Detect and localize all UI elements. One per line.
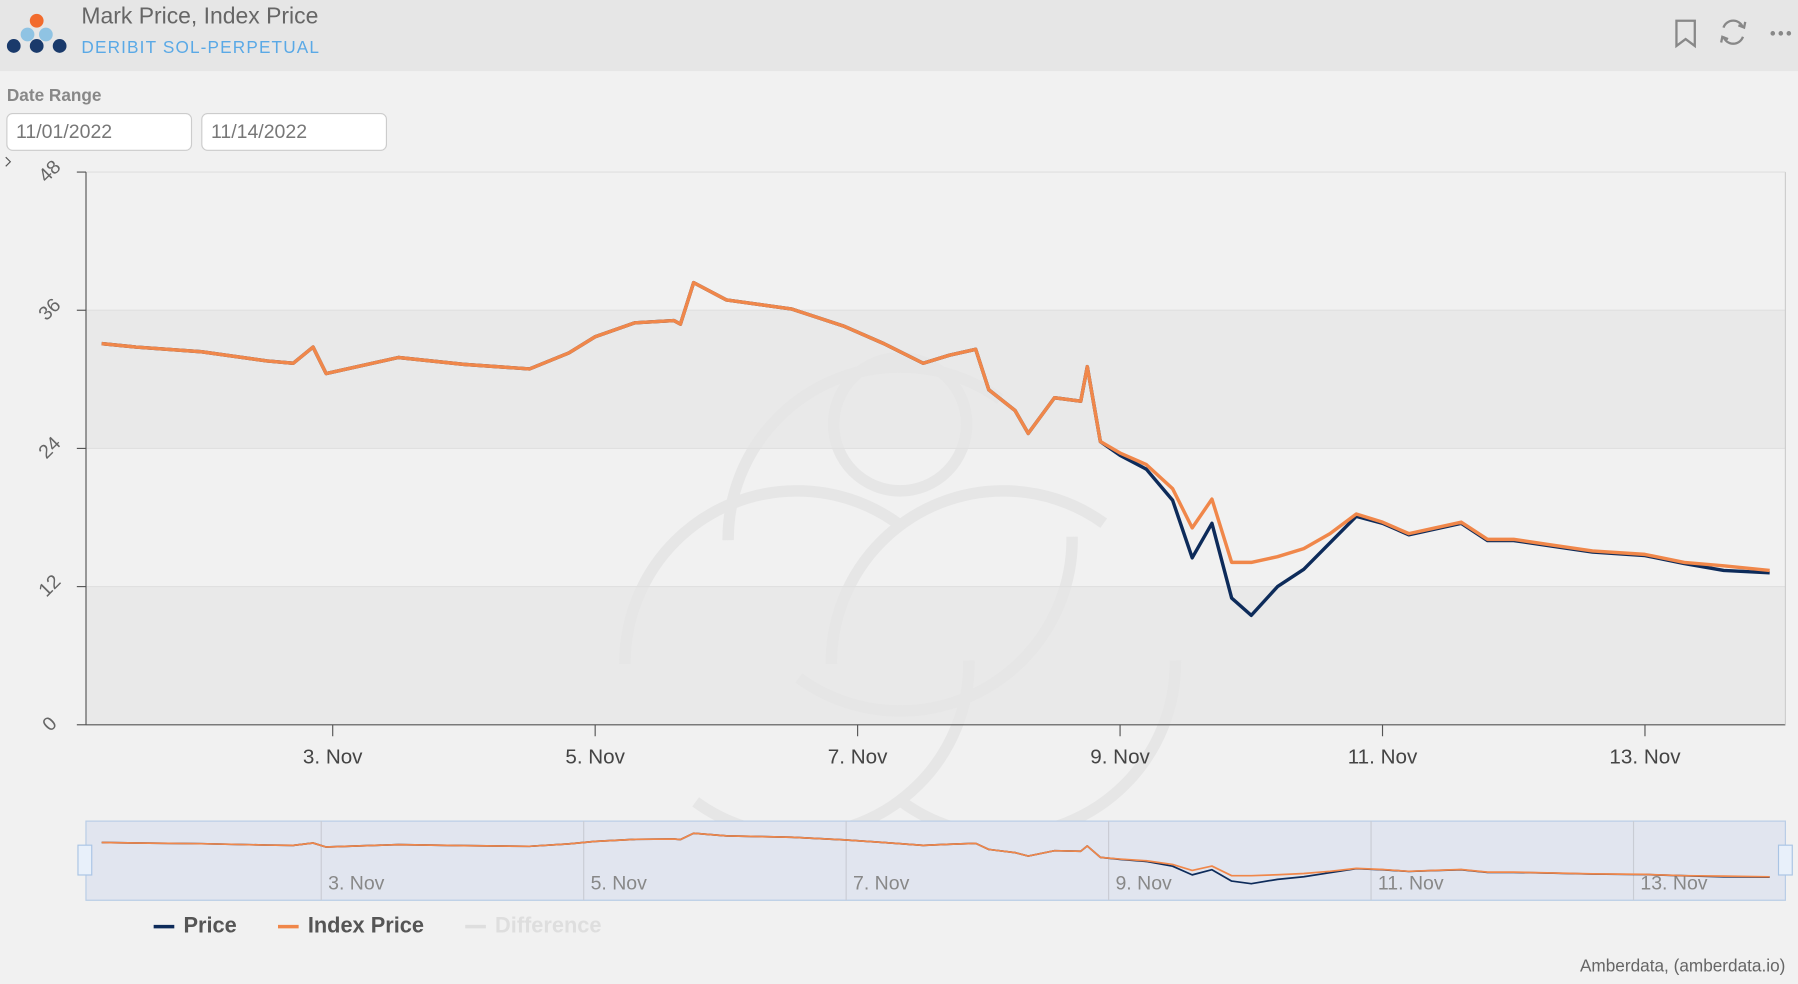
title: Mark Price, Index Price — [81, 2, 318, 28]
subtitle: DERIBIT SOL-PERPETUAL — [81, 37, 320, 57]
y-tick-label: 0 — [38, 712, 61, 735]
navigator-mask — [85, 820, 1786, 901]
navigator-tick-label: 9. Nov — [1115, 872, 1172, 894]
x-tick-label: 3. Nov — [303, 745, 363, 768]
date-range-label: Date Range — [7, 85, 102, 105]
x-tick-label: 5. Nov — [565, 745, 625, 768]
credit: Amberdata, (amberdata.io) — [1580, 955, 1785, 975]
y-tick-label: 24 — [34, 432, 65, 463]
legend-item[interactable]: Difference — [465, 912, 602, 937]
x-tick-label: 7. Nov — [828, 745, 888, 768]
navigator-tick-label: 13. Nov — [1640, 872, 1707, 894]
start-date: 11/01/2022 — [16, 121, 112, 143]
end-date: 11/14/2022 — [211, 121, 307, 143]
x-tick-label: 11. Nov — [1348, 745, 1418, 768]
legend-label: Price — [183, 912, 236, 937]
logo — [6, 13, 67, 53]
expand-arrow[interactable] — [5, 156, 12, 167]
navigator-tick-label: 5. Nov — [591, 872, 648, 894]
y-tick-label: 48 — [34, 156, 65, 187]
toolbar[interactable] — [1675, 19, 1792, 49]
header-bar — [0, 0, 1798, 72]
bookmark-icon[interactable] — [1675, 19, 1696, 49]
x-tick-label: 13. Nov — [1609, 745, 1681, 768]
y-tick-label: 12 — [34, 571, 65, 602]
legend-label: Index Price — [308, 912, 424, 937]
series-line — [101, 280, 1770, 573]
navigator-handle[interactable] — [77, 844, 93, 876]
navigator-tick-label: 7. Nov — [853, 872, 910, 894]
legend-item[interactable]: Index Price — [277, 912, 424, 937]
navigator-handle[interactable] — [1777, 844, 1793, 876]
legend-label: Difference — [495, 912, 601, 937]
plot-band — [86, 310, 1786, 449]
navigator-tick-label: 11. Nov — [1378, 872, 1444, 894]
more-icon[interactable] — [1770, 31, 1792, 36]
navigator-line — [101, 832, 1770, 878]
start-input[interactable] — [6, 113, 193, 151]
end-input[interactable] — [201, 113, 388, 151]
refresh-icon[interactable] — [1720, 19, 1747, 45]
x-tick-label: 9. Nov — [1090, 745, 1150, 768]
y-tick-label: 36 — [34, 294, 65, 325]
navigator-tick-label: 3. Nov — [328, 872, 385, 894]
legend-item[interactable]: Price — [153, 912, 237, 937]
